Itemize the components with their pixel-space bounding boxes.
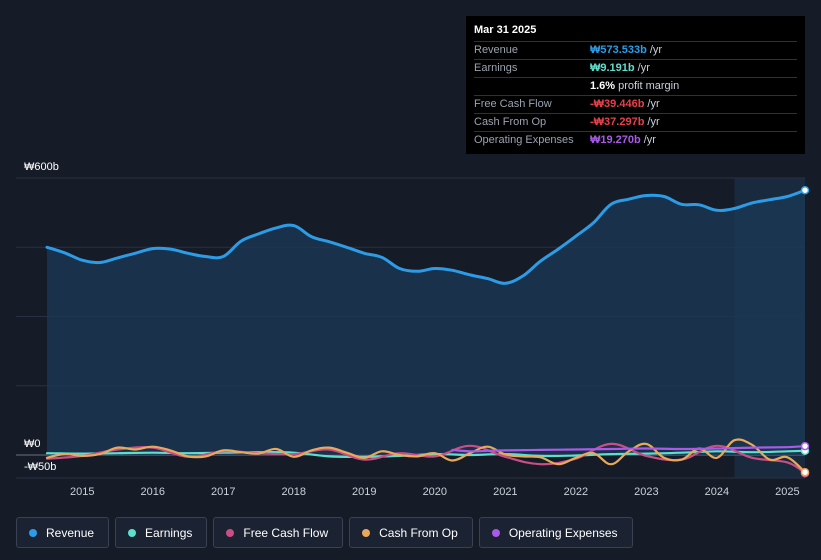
legend-label: Revenue bbox=[46, 525, 95, 540]
legend-label: Free Cash Flow bbox=[243, 525, 329, 540]
tooltip-unit: profit margin bbox=[618, 80, 680, 92]
x-tick-label: 2021 bbox=[493, 486, 517, 498]
legend-item-earnings[interactable]: Earnings bbox=[115, 517, 208, 548]
tooltip-label: Operating Expenses bbox=[474, 134, 574, 146]
tooltip-row: 1.6% profit margin bbox=[474, 78, 797, 96]
chart-legend: Revenue Earnings Free Cash Flow Cash From O… bbox=[16, 517, 633, 548]
legend-dot-icon bbox=[362, 528, 371, 537]
x-tick-label: 2019 bbox=[352, 486, 376, 498]
legend-label: Operating Expenses bbox=[508, 525, 618, 540]
x-tick-label: 2023 bbox=[634, 486, 658, 498]
x-tick-label: 2025 bbox=[775, 486, 799, 498]
tooltip-row: Operating Expenses ₩19.270b/yr bbox=[474, 132, 797, 149]
y-tick-label: -₩50b bbox=[24, 461, 56, 473]
legend-item-free-cash-flow[interactable]: Free Cash Flow bbox=[213, 517, 344, 548]
legend-dot-icon bbox=[491, 528, 500, 537]
revenue-area bbox=[47, 190, 805, 455]
operating-expenses-end-point bbox=[800, 441, 810, 451]
tooltip-unit: /yr bbox=[647, 116, 660, 128]
tooltip-value: -₩39.446b bbox=[590, 98, 645, 110]
tooltip-value: 1.6% bbox=[590, 80, 616, 92]
x-tick-label: 2016 bbox=[141, 486, 165, 498]
legend-label: Cash From Op bbox=[379, 525, 458, 540]
tooltip-label bbox=[474, 78, 590, 95]
x-tick-label: 2017 bbox=[211, 486, 235, 498]
tooltip-label: Cash From Op bbox=[474, 116, 547, 128]
legend-dot-icon bbox=[128, 528, 137, 537]
tooltip-label: Free Cash Flow bbox=[474, 98, 552, 110]
tooltip-date: Mar 31 2025 bbox=[474, 23, 797, 42]
tooltip-unit: /yr bbox=[637, 62, 650, 74]
series-layer bbox=[45, 185, 810, 478]
y-axis: ₩600b ₩0 -₩50b bbox=[24, 161, 59, 473]
tooltip-row: Cash From Op -₩37.297b/yr bbox=[474, 114, 797, 132]
x-tick-label: 2015 bbox=[70, 486, 94, 498]
legend-item-revenue[interactable]: Revenue bbox=[16, 517, 110, 548]
x-tick-label: 2024 bbox=[705, 486, 729, 498]
tooltip-unit: /yr bbox=[647, 98, 660, 110]
x-tick-label: 2018 bbox=[282, 486, 306, 498]
tooltip-label: Revenue bbox=[474, 44, 519, 56]
tooltip-row: Earnings ₩9.191b/yr bbox=[474, 60, 797, 78]
cash-from-op-end-point bbox=[800, 467, 810, 477]
tooltip-value: ₩9.191b bbox=[590, 62, 635, 74]
legend-dot-icon bbox=[226, 528, 235, 537]
tooltip-value: -₩37.297b bbox=[590, 116, 645, 128]
legend-item-cash-from-op[interactable]: Cash From Op bbox=[349, 517, 473, 548]
tooltip-value: ₩573.533b bbox=[590, 44, 647, 56]
y-tick-label: ₩0 bbox=[24, 438, 41, 450]
operating-expenses-line bbox=[451, 445, 807, 453]
tooltip-row: Revenue ₩573.533b/yr bbox=[474, 42, 797, 60]
chart-area: ₩600b ₩0 -₩50b 2015 2016 2017 2018 2019 2020 202… bbox=[16, 161, 810, 498]
legend-dot-icon bbox=[29, 528, 37, 537]
free-cash-flow-line bbox=[45, 442, 807, 475]
legend-label: Earnings bbox=[145, 525, 193, 540]
tooltip-label: Earnings bbox=[474, 62, 518, 74]
revenue-end-point bbox=[800, 185, 810, 195]
revenue-line bbox=[45, 188, 807, 285]
tooltip-unit: /yr bbox=[649, 44, 663, 56]
tooltip-row: Free Cash Flow -₩39.446b/yr bbox=[474, 96, 797, 114]
cash-from-op-line bbox=[45, 438, 807, 474]
x-tick-label: 2022 bbox=[564, 486, 588, 498]
x-axis: 2015 2016 2017 2018 2019 2020 2021 2022 2023 2024… bbox=[70, 486, 800, 498]
data-tooltip: Mar 31 2025 Revenue ₩573.533b/yr Earnings ₩… bbox=[466, 16, 805, 154]
legend-item-operating-expenses[interactable]: Operating Expenses bbox=[478, 517, 633, 548]
y-tick-label: ₩600b bbox=[24, 161, 59, 173]
x-tick-label: 2020 bbox=[423, 486, 447, 498]
tooltip-unit: /yr bbox=[643, 134, 656, 146]
tooltip-value: ₩19.270b bbox=[590, 134, 641, 146]
